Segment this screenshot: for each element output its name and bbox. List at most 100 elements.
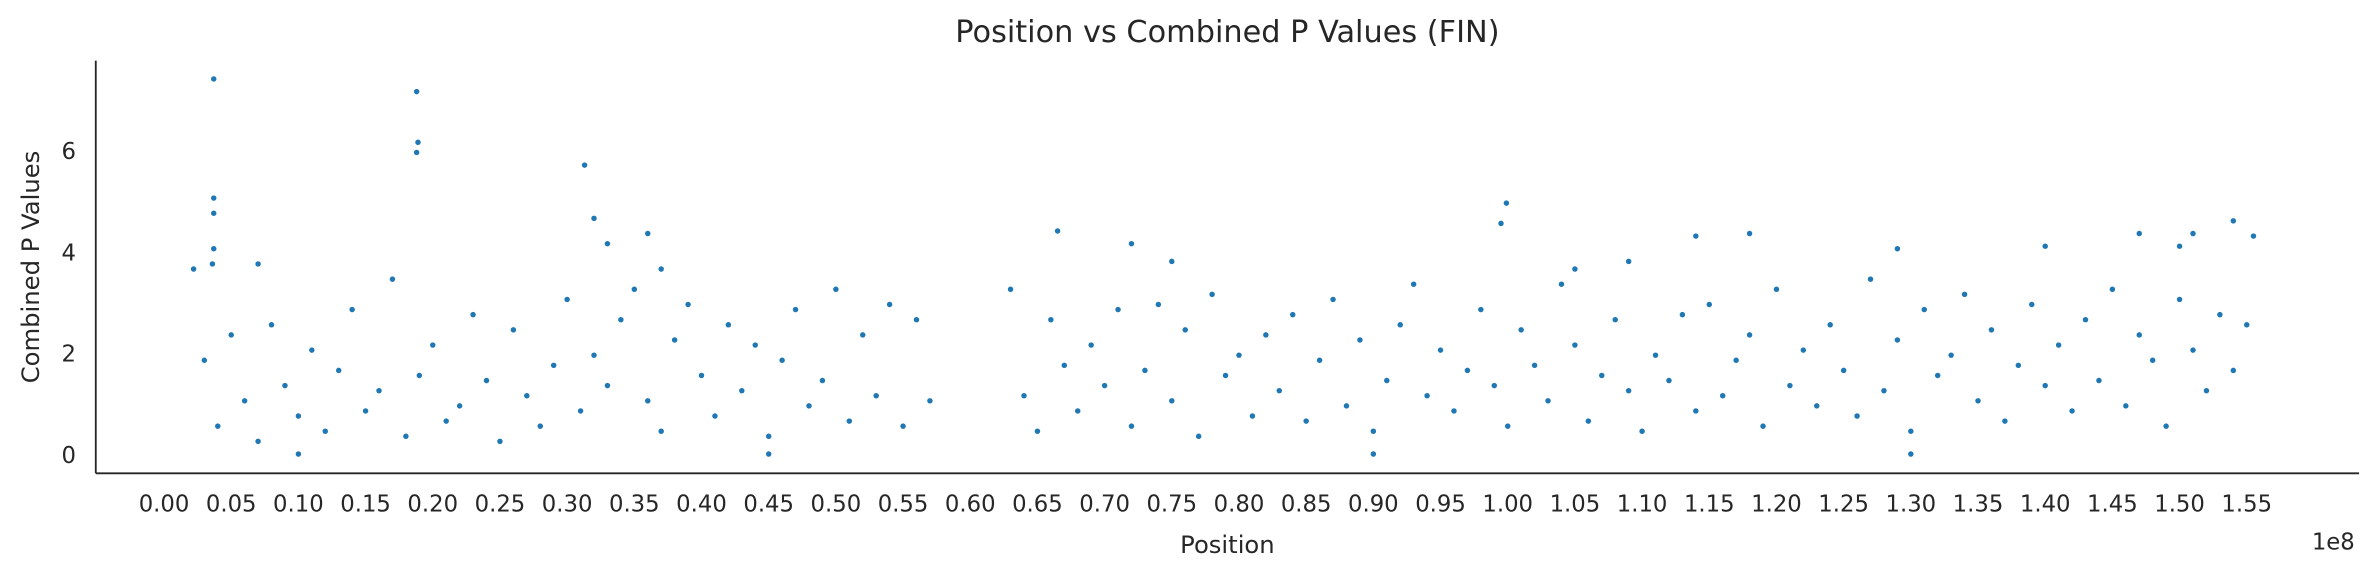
- y-tick-label: 6: [62, 139, 76, 165]
- scatter-point: [1934, 372, 1941, 379]
- scatter-point: [1840, 367, 1847, 374]
- scatter-point: [322, 428, 328, 434]
- scatter-point: [1169, 258, 1175, 265]
- scatter-point: [2136, 230, 2142, 237]
- scatter-point: [376, 387, 382, 394]
- x-tick-label: 1.30: [1885, 492, 1936, 518]
- x-tick-label: 0.30: [542, 492, 593, 518]
- scatter-point: [1384, 377, 1390, 384]
- x-tick-label: 0.70: [1079, 492, 1130, 518]
- scatter-point: [415, 139, 421, 146]
- scatter-point: [430, 342, 436, 348]
- scatter-point: [1370, 451, 1377, 457]
- x-tick-label: 0.50: [811, 492, 862, 518]
- x-tick-label: 1.10: [1617, 492, 1668, 518]
- scatter-point: [211, 246, 217, 252]
- scatter-point: [2042, 382, 2048, 389]
- scatter-point: [618, 316, 624, 323]
- scatter-point: [228, 332, 234, 338]
- scatter-point: [2230, 367, 2237, 374]
- scatter-point: [1599, 372, 1605, 379]
- scatter-point: [1021, 393, 1027, 399]
- scatter-point: [1787, 382, 1793, 389]
- scatter-point: [413, 149, 420, 156]
- x-tick-label: 0.40: [676, 492, 727, 518]
- scatter-point: [1061, 362, 1068, 369]
- x-tick-label: 0.25: [475, 492, 526, 518]
- scatter-point: [1491, 382, 1498, 389]
- scatter-point: [873, 393, 879, 399]
- scatter-point: [1397, 322, 1403, 328]
- scatter-point: [1034, 428, 1041, 434]
- scatter-point: [1975, 398, 1981, 404]
- scatter-point: [645, 398, 651, 404]
- scatter-point: [1451, 408, 1457, 414]
- scatter-point: [1128, 240, 1135, 247]
- scatter-point: [2176, 243, 2183, 249]
- scatter-point: [1088, 342, 1094, 348]
- scatter-point: [765, 433, 772, 440]
- scatter-point: [211, 76, 217, 82]
- scatter-point: [1182, 327, 1188, 333]
- scatter-point: [1503, 200, 1510, 206]
- x-tick-label: 0.55: [878, 492, 929, 518]
- scatter-point: [1115, 306, 1121, 313]
- scatter-point: [2123, 403, 2129, 409]
- scatter-point: [1854, 413, 1860, 419]
- x-tick-label: 0.20: [407, 492, 458, 518]
- scatter-point: [2149, 357, 2156, 363]
- scatter-point: [1625, 387, 1632, 394]
- scatter-point: [604, 240, 611, 247]
- scatter-point: [2002, 418, 2008, 424]
- scatter-point: [1236, 352, 1242, 358]
- scatter-point: [604, 382, 611, 389]
- scatter-point: [1881, 387, 1887, 394]
- scatter-point: [211, 195, 217, 201]
- scatter-point: [1894, 337, 1901, 343]
- scatter-point: [443, 418, 449, 424]
- scatter-point: [2244, 322, 2250, 328]
- scatter-point: [2163, 423, 2169, 429]
- scatter-point: [1612, 316, 1618, 323]
- scatter-point: [1249, 413, 1256, 419]
- scatter-point: [846, 418, 853, 424]
- scatter-point: [2029, 301, 2035, 308]
- scatter-point: [470, 311, 476, 318]
- scatter-point: [1357, 337, 1363, 343]
- scatter-point: [671, 337, 678, 343]
- x-tick-label: 0.60: [945, 492, 996, 518]
- scatter-point: [201, 357, 208, 363]
- scatter-point: [1531, 362, 1538, 369]
- x-tick-label: 0.10: [273, 492, 324, 518]
- scatter-point: [806, 403, 812, 409]
- scatter-point: [927, 398, 933, 404]
- x-tick-label: 0.80: [1214, 492, 1265, 518]
- scatter-point: [389, 276, 396, 282]
- scatter-point: [1007, 286, 1014, 293]
- scatter-point: [591, 215, 597, 222]
- scatter-point: [1733, 357, 1739, 363]
- scatter-point: [403, 433, 409, 440]
- scatter-point: [2109, 286, 2116, 293]
- x-tick-label: 0.75: [1146, 492, 1197, 518]
- scatter-point: [282, 382, 288, 389]
- scatter-point: [913, 316, 920, 323]
- x-tick-label: 1.35: [1953, 492, 2004, 518]
- scatter-point: [833, 286, 839, 293]
- scatter-point: [2042, 243, 2048, 249]
- scatter-point: [349, 306, 355, 313]
- scatter-point: [698, 372, 705, 379]
- scatter-point: [860, 332, 866, 338]
- scatter-point: [1800, 347, 1807, 353]
- scatter-point: [209, 261, 216, 267]
- scatter-point: [1827, 322, 1833, 328]
- scatter-point: [1343, 403, 1350, 409]
- scatter-point: [1746, 332, 1753, 338]
- scatter-point: [497, 438, 503, 445]
- scatter-point: [537, 423, 543, 429]
- x-offset-label: 1e8: [2312, 530, 2355, 556]
- scatter-point: [2217, 311, 2223, 318]
- scatter-point: [295, 413, 302, 419]
- scatter-point: [1518, 327, 1524, 333]
- x-tick-label: 0.65: [1012, 492, 1063, 518]
